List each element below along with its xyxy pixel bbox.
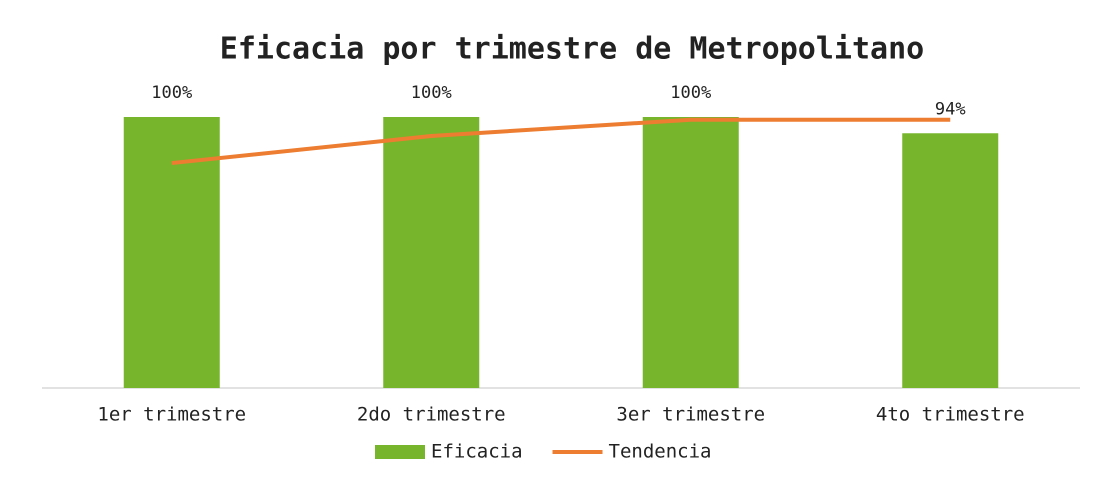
legend-label: Eficacia <box>431 441 523 463</box>
x-tick-label: 3er trimestre <box>616 404 765 426</box>
bar <box>642 117 739 388</box>
data-label: 94% <box>935 99 966 119</box>
x-tick-label: 1er trimestre <box>97 404 246 426</box>
data-label: 100% <box>411 83 452 103</box>
legend-label: Tendencia <box>609 441 712 463</box>
data-label: 100% <box>670 83 711 103</box>
x-tick-label: 4to trimestre <box>876 404 1025 426</box>
bar <box>383 117 480 388</box>
bar <box>902 133 999 388</box>
data-label: 100% <box>151 83 192 103</box>
x-tick-label: 2do trimestre <box>357 404 506 426</box>
trend-line <box>171 117 951 166</box>
legend-swatch <box>375 445 425 459</box>
chart-title: Eficacia por trimestre de Metropolitano <box>220 32 924 67</box>
